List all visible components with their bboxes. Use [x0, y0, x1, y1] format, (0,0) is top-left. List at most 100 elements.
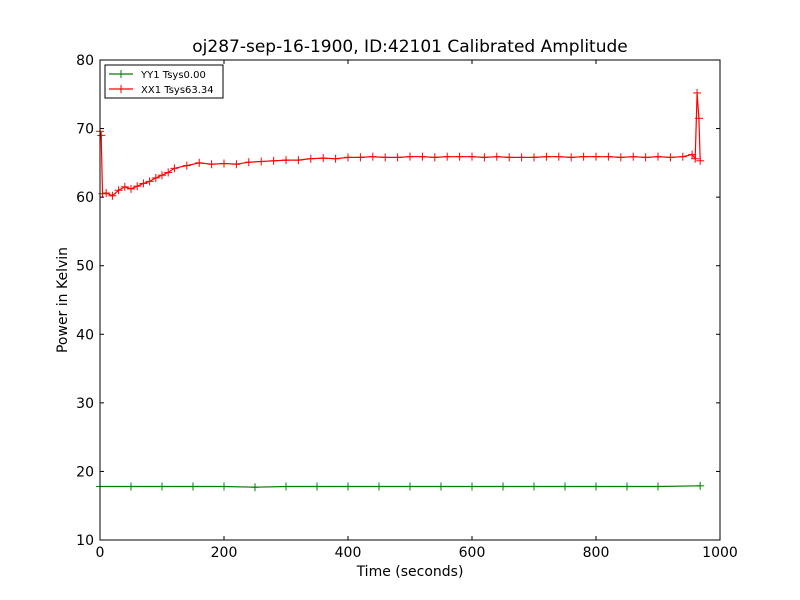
series-1-point — [257, 157, 266, 166]
series-1-point — [294, 156, 303, 165]
series-1-point — [691, 154, 700, 163]
y-tick-label: 80 — [76, 53, 94, 69]
series-1-point — [97, 131, 106, 140]
x-tick-label: 600 — [459, 545, 486, 561]
series-1-point — [517, 153, 526, 162]
series-1-point — [693, 88, 702, 97]
series-1-point — [592, 152, 600, 161]
y-tick-label: 10 — [76, 533, 94, 549]
series-1-point — [492, 152, 501, 161]
series-1-point — [151, 173, 160, 182]
series-1-point — [319, 154, 328, 163]
series-1-point — [381, 153, 390, 162]
y-tick-label: 50 — [76, 259, 94, 275]
series-1-point — [220, 159, 228, 168]
series-1-point — [306, 154, 315, 163]
series-0-point — [406, 482, 414, 491]
series-0-point — [282, 482, 290, 491]
x-axis-label: Time (seconds) — [356, 564, 464, 580]
legend-box — [104, 64, 224, 99]
series-1-point — [108, 191, 117, 200]
x-tick-label: 200 — [211, 545, 238, 561]
series-1-point — [232, 160, 241, 169]
y-tick-label: 60 — [76, 190, 94, 206]
series-0-point — [158, 482, 166, 491]
legend-label-0: YY1 Tsys0.00 — [140, 70, 206, 81]
series-1-point — [567, 153, 576, 162]
series-1-point — [629, 152, 638, 161]
series-0-point — [189, 482, 197, 491]
series-1-point — [530, 153, 538, 162]
series-0-point — [654, 482, 662, 491]
series-1-point — [120, 182, 129, 191]
y-tick-label: 20 — [76, 464, 94, 480]
series-1-point — [604, 152, 613, 161]
series-1-point — [616, 153, 625, 162]
series-0-point — [592, 482, 600, 491]
series-1-point — [282, 156, 290, 165]
series-0-point — [530, 482, 538, 491]
series-1-point — [114, 186, 123, 195]
series-0-point — [499, 482, 507, 491]
series-1-point — [406, 152, 414, 161]
y-tick-label: 30 — [76, 396, 94, 412]
series-line-0 — [100, 485, 701, 488]
series-1-point — [139, 179, 148, 188]
series-1-point — [678, 152, 687, 161]
legend: YY1 Tsys0.00 XX1 Tsys63.34 — [104, 64, 224, 99]
series-1-point — [688, 150, 697, 159]
series-0-point — [696, 481, 705, 490]
x-tick-label: 0 — [96, 545, 105, 561]
plot-area — [100, 60, 720, 540]
series-1-point — [696, 156, 705, 165]
x-tick-label: 1000 — [702, 545, 738, 561]
series-1-point — [468, 152, 476, 161]
series-0-point — [344, 482, 352, 491]
series-1-point — [164, 168, 173, 177]
series-0-point — [623, 482, 631, 491]
series-1-point — [641, 153, 650, 162]
series-1-point — [694, 114, 703, 123]
series-0-point — [313, 482, 321, 491]
series-1-point — [666, 153, 675, 162]
legend-label-1: XX1 Tsys63.34 — [141, 85, 214, 96]
series-1-point — [344, 153, 352, 162]
series-0-point — [375, 482, 383, 491]
y-tick-label: 70 — [76, 122, 94, 138]
series-1-point — [356, 153, 365, 162]
series-1-point — [505, 153, 514, 162]
series-0-point — [468, 482, 476, 491]
series-1-point — [182, 161, 191, 170]
series-layer — [96, 88, 705, 492]
series-1-point — [480, 153, 489, 162]
series-1-point — [393, 153, 402, 162]
series-0-point — [561, 482, 569, 491]
series-1-point — [158, 171, 166, 180]
y-axis-label: Power in Kelvin — [55, 247, 71, 353]
series-1-point — [430, 153, 439, 162]
ticks-layer: 0 200 400 600 800 1000 10 20 30 40 50 60 70 80 — [76, 53, 738, 561]
y-tick-label: 40 — [76, 327, 94, 343]
series-0-point — [437, 482, 445, 491]
x-tick-label: 400 — [335, 545, 362, 561]
series-1-point — [207, 160, 216, 169]
series-1-point — [443, 152, 452, 161]
chart-title: oj287-sep-16-1900, ID:42101 Calibrated A… — [192, 37, 627, 57]
series-1-point — [269, 156, 278, 165]
series-1-point — [554, 152, 563, 161]
series-0-point — [127, 482, 135, 491]
series-1-point — [455, 152, 464, 161]
series-1-point — [579, 152, 588, 161]
series-0-point — [220, 482, 228, 491]
series-1-point — [170, 164, 179, 173]
series-0-point — [251, 483, 259, 492]
series-1-point — [195, 158, 204, 167]
series-1-point — [244, 158, 253, 167]
series-1-point — [542, 152, 551, 161]
series-1-point — [133, 182, 142, 191]
plot-frame — [99, 59, 721, 541]
series-1-point — [145, 177, 154, 186]
series-1-point — [102, 189, 111, 198]
series-1-point — [127, 184, 135, 193]
